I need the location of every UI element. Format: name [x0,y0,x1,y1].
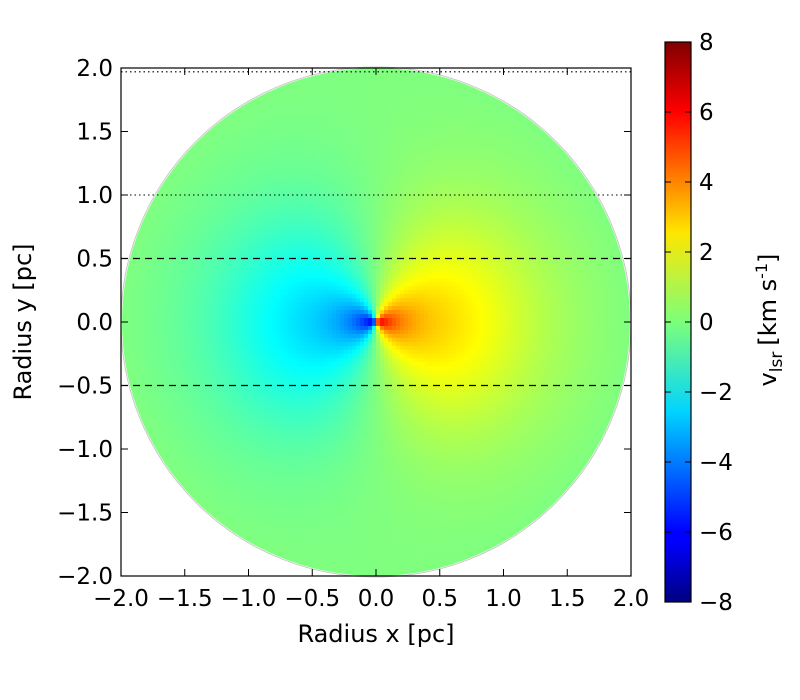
x-tick-label: −0.5 [284,586,340,612]
x-axis-ticks: −2.0 −1.5 −1.0 −0.5 0.0 0.5 1.0 1.5 2.0 [93,68,649,612]
y-tick-label: −1.0 [57,437,113,463]
y-tick-label: −1.5 [57,501,113,527]
y-axis-ticks: −2.0 −1.5 −1.0 −0.5 0.0 0.5 1.0 1.5 2.0 [57,56,631,590]
y-tick-label: 1.0 [76,183,113,209]
colorbar-tick-label: 6 [699,100,714,126]
x-tick-label: −2.0 [93,586,149,612]
y-axis-label: Radius y [pc] [9,243,37,400]
colorbar-tick-label: 2 [699,240,714,266]
colorbar-tick-label: −2 [699,380,733,406]
y-tick-label: 0.0 [76,310,113,336]
colorbar-label-units-sup: -1 [752,263,771,279]
x-tick-label: −1.5 [157,586,213,612]
heatmap-cells [122,68,630,576]
reference-lines [121,71,631,387]
colorbar-tick-label: −8 [699,590,733,616]
colorbar-tick-label: −4 [699,450,733,476]
x-tick-label: −1.0 [221,586,277,612]
y-tick-label: 1.5 [76,120,113,146]
colorbar-label: vlsr [km s-1] [752,254,787,387]
y-tick-label: −0.5 [57,374,113,400]
velocity-heatmap [120,66,632,578]
colorbar-tick-label: 8 [699,30,714,56]
colorbar-ticks: 8 6 4 2 0 −2 −4 −6 −8 [665,30,733,616]
colorbar-tick-label: 0 [699,310,714,336]
y-tick-label: 2.0 [76,56,113,82]
x-tick-label: 1.5 [549,586,586,612]
x-tick-label: 2.0 [613,586,650,612]
colorbar-tick-label: −6 [699,520,733,546]
x-tick-label: 1.0 [485,586,522,612]
colorbar-tick-label: 4 [699,170,714,196]
colorbar-label-units-close: ] [754,254,782,263]
colorbar-label-units: [km s [754,279,782,346]
x-axis-label: Radius x [pc] [297,620,454,648]
y-tick-label: −2.0 [57,564,113,590]
colorbar-label-sub: lsr [767,352,787,373]
colorbar-label-main: v [754,372,782,386]
x-tick-label: 0.0 [358,586,395,612]
x-tick-label: 0.5 [421,586,458,612]
y-tick-label: 0.5 [76,247,113,273]
